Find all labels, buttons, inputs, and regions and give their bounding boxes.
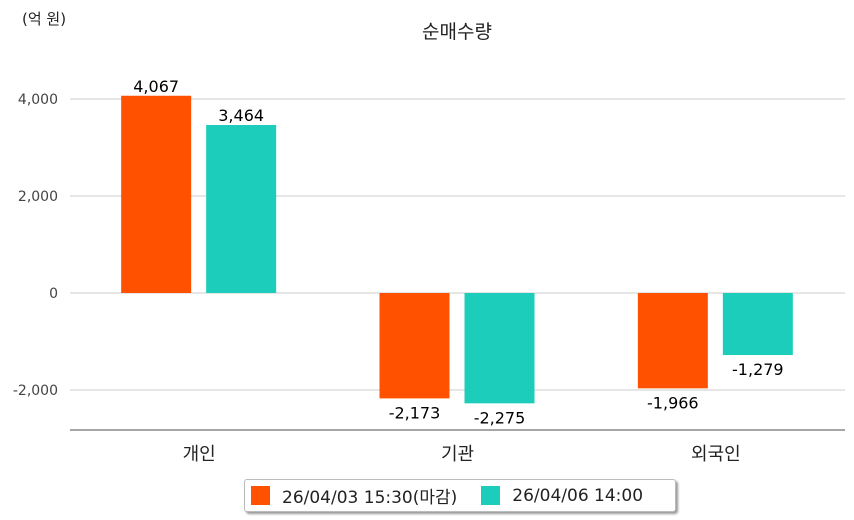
legend-label: 26/04/03 15:30(마감) — [282, 488, 458, 508]
x-tick-label: 외국인 — [691, 444, 741, 465]
data-label: -2,275 — [474, 408, 526, 427]
x-tick-label: 기관 — [441, 444, 474, 465]
unit-label: (억 원) — [22, 10, 66, 28]
data-label: -2,173 — [389, 403, 441, 422]
data-label: -1,966 — [647, 393, 699, 412]
bar — [637, 293, 708, 389]
data-label: 4,067 — [133, 77, 179, 96]
legend: 26/04/03 15:30(마감) 26/04/06 14:00 — [244, 479, 676, 512]
y-tick-label: 4,000 — [18, 92, 58, 108]
bar — [121, 95, 192, 293]
bar — [379, 293, 450, 399]
y-tick-label: -2,000 — [13, 383, 58, 399]
legend-swatch-orange — [251, 486, 270, 505]
bar — [206, 124, 277, 293]
legend-label: 26/04/06 14:00 — [512, 485, 644, 506]
bar — [464, 293, 535, 404]
data-label: -1,279 — [732, 360, 784, 379]
data-label: 3,464 — [218, 106, 264, 125]
bar — [722, 293, 793, 356]
y-tick-label: 0 — [49, 286, 58, 302]
chart-title: 순매수량 — [422, 21, 492, 43]
legend-item-series-2[interactable]: 26/04/06 14:00 — [475, 486, 643, 506]
legend-swatch-teal — [481, 486, 501, 505]
x-tick-label: 개인 — [183, 444, 216, 465]
y-tick-label: 2,000 — [18, 189, 58, 205]
legend-item-series-1[interactable]: 26/04/03 15:30(마감) — [245, 483, 457, 508]
